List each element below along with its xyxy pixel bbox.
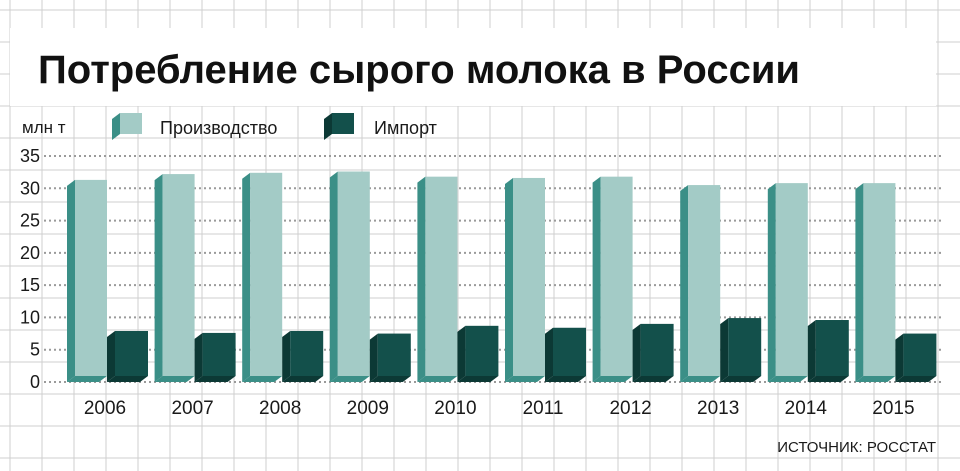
- bar-production-2008-base: [242, 376, 283, 382]
- bar-production-2013: [688, 185, 721, 376]
- y-tick-label: 20: [20, 243, 40, 263]
- bar-production-2006-base: [67, 376, 107, 382]
- legend-swatch-production-side: [112, 113, 120, 140]
- bar-production-2010-base: [417, 376, 458, 382]
- y-tick-label: 35: [20, 146, 40, 166]
- bar-production-2011-side: [505, 177, 513, 382]
- legend-swatch-import-side: [324, 113, 332, 140]
- bar-import-2009-side: [369, 333, 378, 382]
- x-tick-label: 2015: [872, 398, 914, 419]
- bar-import-2014: [815, 320, 849, 376]
- bar-production-2006: [75, 179, 107, 376]
- bar-import-2007-base: [194, 376, 236, 382]
- bar-production-2008: [250, 172, 283, 376]
- x-tick-label: 2010: [434, 398, 476, 419]
- bar-import-2009-base: [369, 376, 411, 382]
- bar-import-2008-base: [282, 376, 324, 382]
- bar-import-2014-side: [807, 320, 816, 382]
- bar-import-2006-side: [107, 330, 115, 382]
- x-tick-label: 2011: [523, 398, 564, 419]
- bar-production-2011: [513, 177, 545, 376]
- bar-import-2011-base: [545, 376, 586, 382]
- bar-import-2015-base: [895, 376, 937, 382]
- bar-production-2009: [337, 171, 370, 376]
- y-tick-label: 0: [30, 372, 40, 392]
- bar-import-2011: [553, 327, 586, 376]
- bar-production-2012-base: [592, 376, 633, 382]
- y-tick-label: 30: [20, 178, 40, 198]
- bar-production-2010: [425, 176, 458, 376]
- x-tick-label: 2007: [171, 398, 213, 419]
- bar-import-2013-base: [720, 376, 762, 382]
- bar-production-2015: [863, 183, 896, 376]
- bar-import-2009: [377, 333, 411, 376]
- source-note: ИСТОЧНИК: РОССТАТ: [777, 439, 936, 456]
- bar-import-2012-base: [632, 376, 674, 382]
- bar-import-2010: [465, 325, 499, 376]
- x-axis-ticks: 2006 2007 2008 2009 2010 2011 2012 2013 2014 2015: [84, 398, 915, 419]
- y-axis-unit: млн т: [22, 118, 66, 137]
- x-tick-label: 2014: [785, 398, 828, 419]
- bar-production-2006-side: [67, 179, 75, 382]
- x-tick-label: 2013: [697, 398, 739, 419]
- bar-production-2015-side: [855, 183, 864, 382]
- bar-import-2013-side: [720, 318, 729, 382]
- x-tick-label: 2012: [609, 398, 651, 419]
- y-axis-ticks: 0 5 10 15 20 25 30 35: [20, 146, 40, 392]
- y-tick-label: 5: [30, 340, 40, 360]
- bar-import-2010-base: [457, 376, 499, 382]
- y-tick-label: 10: [20, 307, 40, 327]
- bar-import-2015: [903, 333, 937, 376]
- bar-production-2008-side: [242, 172, 251, 382]
- bar-import-2011-side: [545, 327, 553, 382]
- legend-label-production: Производство: [160, 118, 277, 138]
- bar-production-2011-base: [505, 376, 545, 382]
- bar-production-2007-side: [154, 174, 163, 382]
- bar-production-2013-base: [680, 376, 721, 382]
- legend: млн т Производство Импорт: [22, 113, 437, 140]
- x-tick-label: 2009: [347, 398, 389, 419]
- bar-import-2007: [202, 332, 236, 376]
- chart-title: Потребление сырого молока в России: [38, 48, 800, 92]
- legend-swatch-production: [120, 113, 142, 134]
- bar-production-2014-side: [767, 183, 776, 382]
- bar-import-2012: [640, 323, 674, 376]
- bar-production-2015-base: [855, 376, 896, 382]
- bar-production-2014-base: [767, 376, 808, 382]
- bar-production-2012-side: [592, 176, 601, 382]
- bar-import-2014-base: [807, 376, 849, 382]
- x-tick-label: 2006: [84, 398, 126, 419]
- bar-production-2012: [600, 176, 633, 376]
- bar-import-2007-side: [194, 332, 203, 382]
- bar-production-2013-side: [680, 185, 689, 382]
- bar-import-2006: [115, 330, 148, 376]
- bar-import-2006-base: [107, 376, 148, 382]
- bar-import-2008-side: [282, 330, 291, 382]
- bar-import-2012-side: [632, 323, 641, 382]
- bars: [67, 171, 937, 382]
- bar-import-2008: [290, 330, 324, 376]
- x-tick-label: 2008: [259, 398, 301, 419]
- bar-production-2014: [775, 183, 808, 376]
- bar-import-2010-side: [457, 325, 466, 382]
- bar-production-2010-side: [417, 176, 426, 382]
- y-tick-label: 25: [20, 211, 40, 231]
- bar-production-2009-base: [329, 376, 370, 382]
- bar-production-2009-side: [329, 171, 338, 382]
- bar-production-2007: [162, 174, 195, 376]
- y-tick-label: 15: [20, 275, 40, 295]
- legend-label-import: Импорт: [374, 118, 437, 138]
- bar-production-2007-base: [154, 376, 195, 382]
- bar-import-2013: [728, 318, 762, 376]
- bar-import-2015-side: [895, 333, 904, 382]
- legend-swatch-import: [332, 113, 354, 134]
- title-box: [10, 28, 936, 106]
